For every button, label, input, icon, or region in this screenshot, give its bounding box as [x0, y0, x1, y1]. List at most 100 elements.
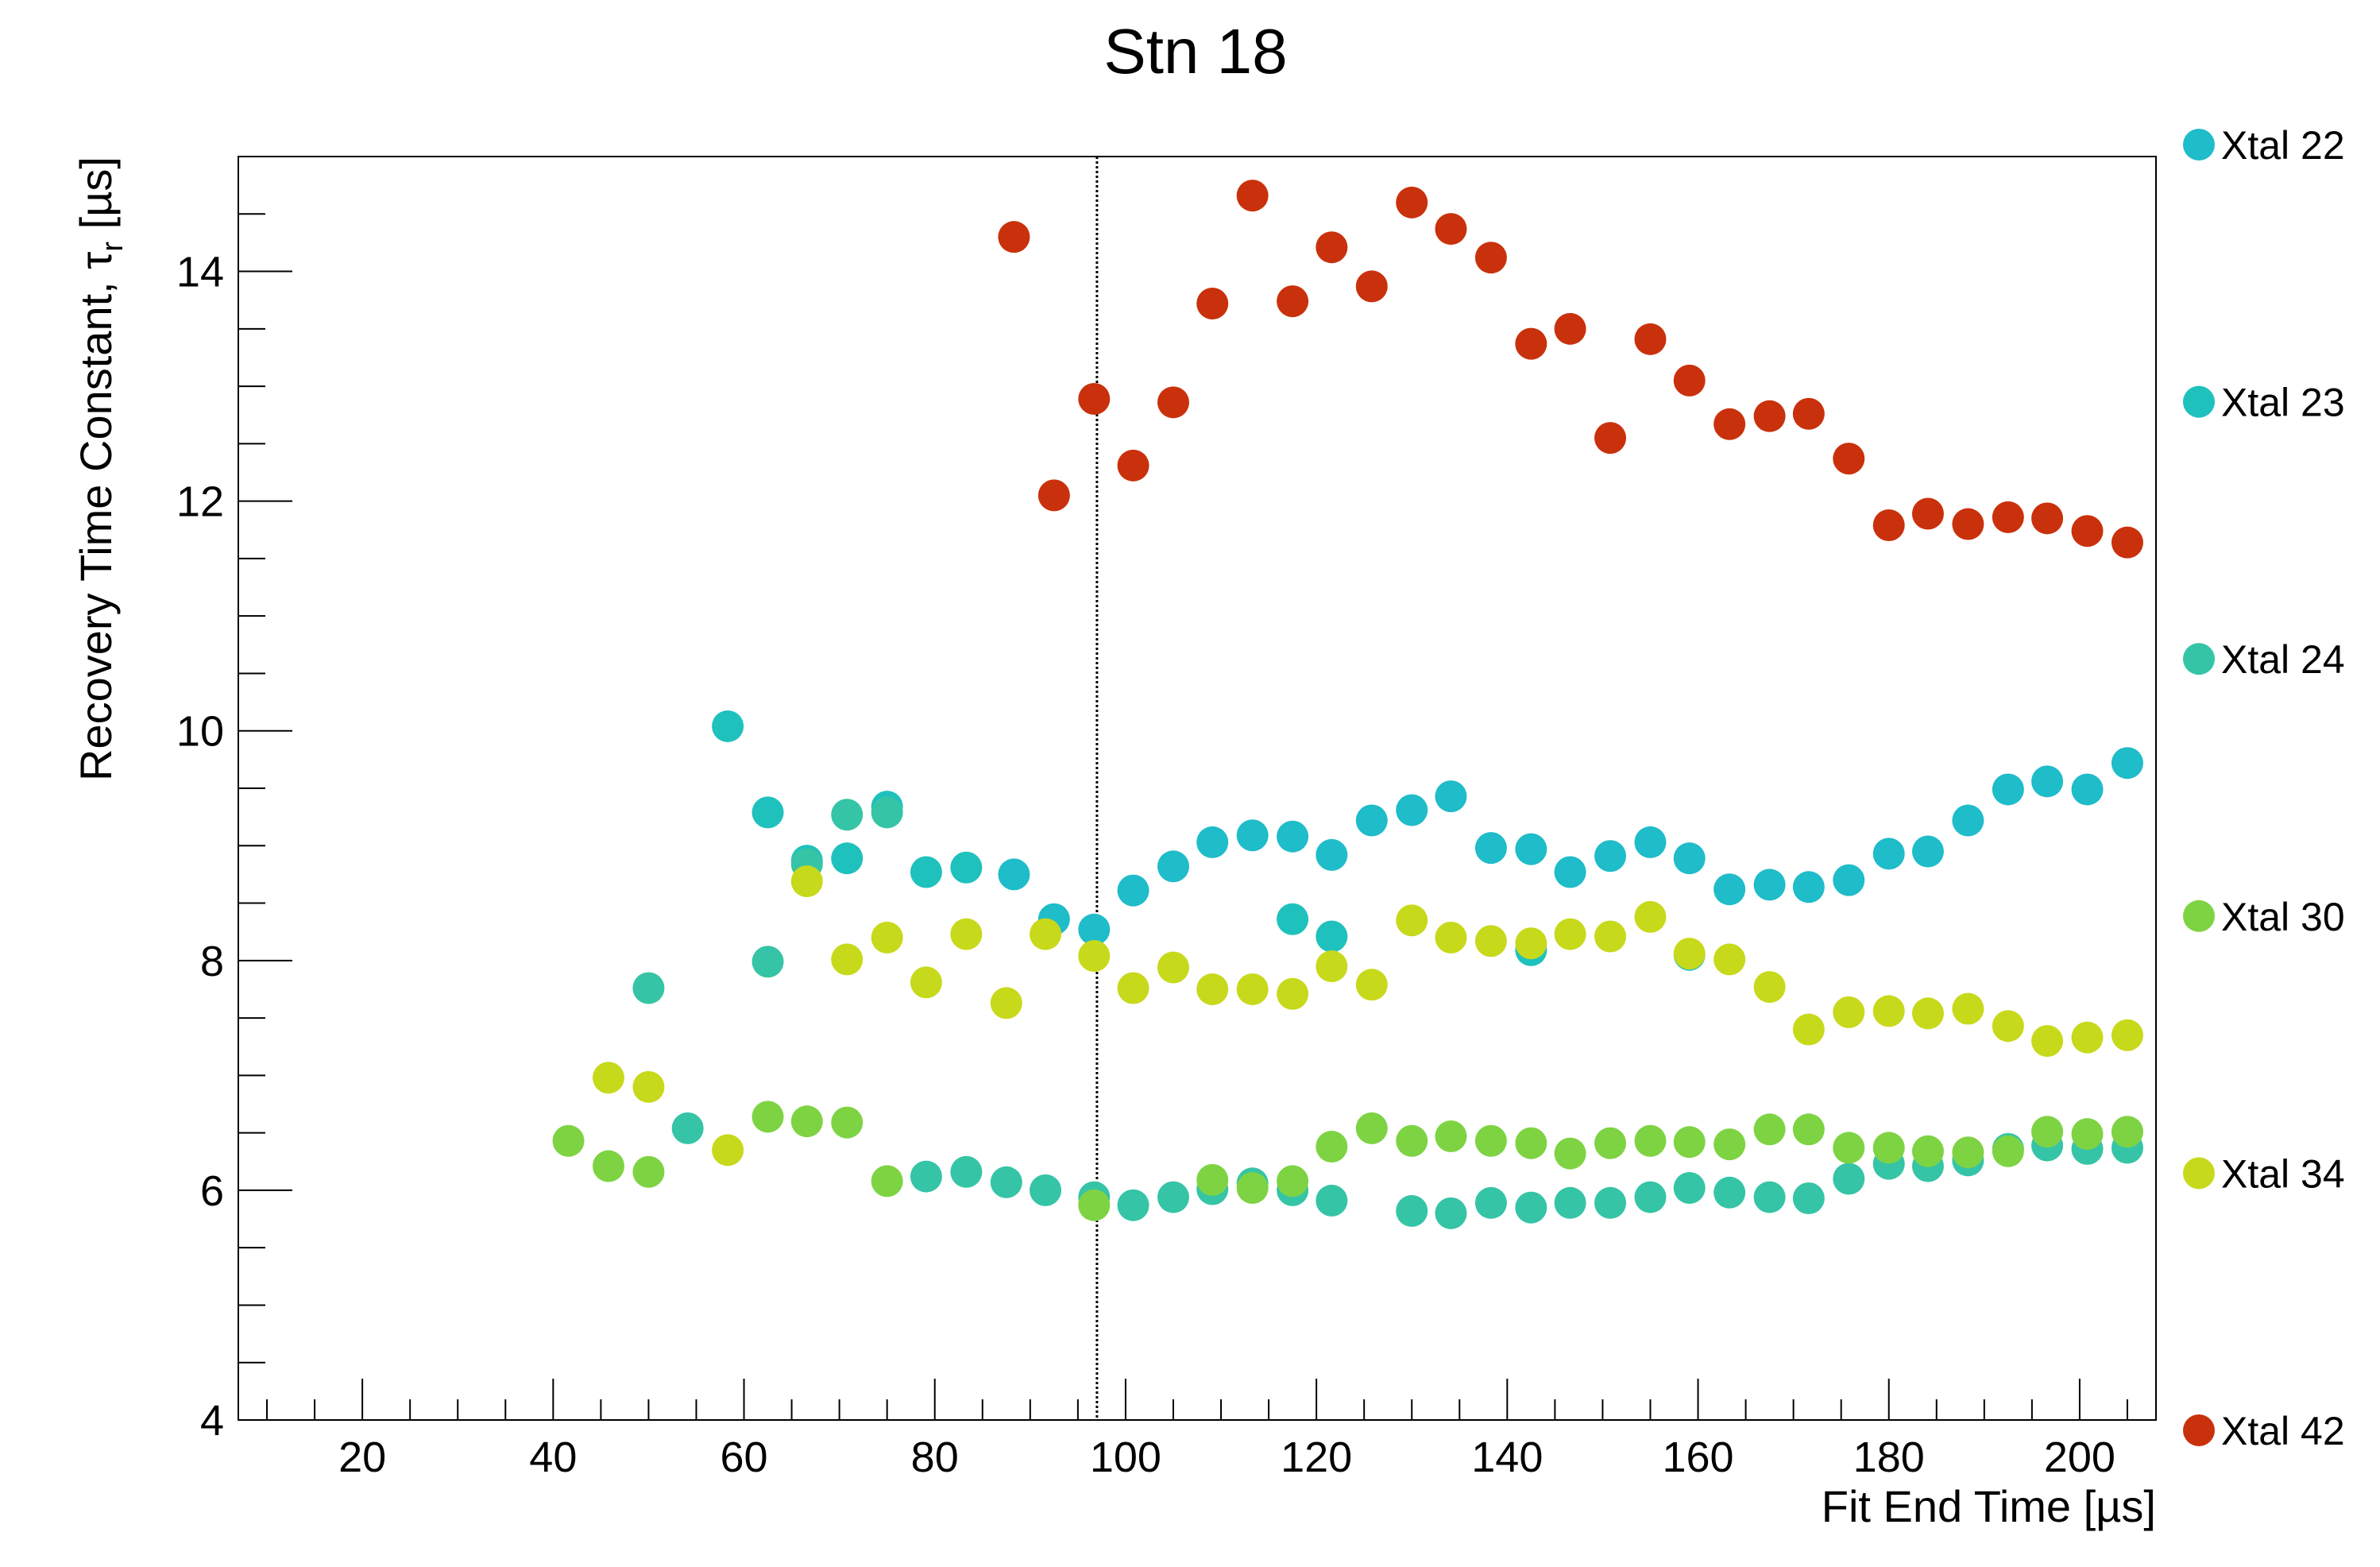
y-axis-title: Recovery Time Constant, τr [µs] [71, 157, 129, 781]
data-point [1117, 449, 1149, 482]
x-axis-title: Fit End Time [µs] [1822, 1481, 2156, 1531]
x-tick-label: 60 [720, 1434, 767, 1481]
data-point [712, 710, 744, 742]
legend-item: Xtal 34 [2183, 1151, 2345, 1196]
data-point [1952, 1136, 1984, 1169]
data-point [998, 858, 1030, 891]
plot-frame [238, 156, 2157, 1421]
data-point [1992, 1135, 2024, 1167]
data-point [1992, 1010, 2024, 1043]
data-point [871, 1165, 903, 1197]
data-point [950, 918, 983, 950]
legend-label: Xtal 30 [2221, 895, 2345, 939]
data-point [632, 1070, 665, 1103]
data-point [1435, 1120, 1467, 1152]
data-point [1911, 1135, 1944, 1167]
x-tick-label: 160 [1662, 1434, 1733, 1481]
data-point [1554, 1186, 1586, 1219]
x-tick-label: 180 [1853, 1434, 1925, 1481]
data-point [1435, 780, 1467, 813]
data-point [1634, 323, 1667, 355]
data-point [2111, 526, 2143, 559]
data-point [2111, 747, 2143, 780]
data-point [1714, 1176, 1746, 1209]
data-point [1634, 1181, 1667, 1213]
data-point [1833, 1163, 1865, 1195]
x-tick-label: 120 [1281, 1434, 1352, 1481]
data-point [1435, 1197, 1467, 1229]
data-point [1515, 927, 1547, 960]
data-point [671, 1112, 704, 1144]
data-point [2111, 1019, 2143, 1051]
data-point [1316, 838, 1348, 871]
data-point [1714, 873, 1746, 906]
legend: Xtal 22 Xtal 23 Xtal 24 Xtal 30 Xtal 34 Xtal … [2183, 123, 2345, 1453]
data-point [1355, 1112, 1388, 1144]
data-point [1872, 1132, 1905, 1164]
chart-title: Stn 18 [1103, 16, 1287, 87]
data-point [1554, 312, 1586, 345]
data-point [1911, 997, 1944, 1030]
data-point [1396, 186, 1428, 219]
data-point [1316, 231, 1348, 264]
data-point [1515, 1127, 1547, 1159]
series-3 [552, 1101, 2143, 1221]
data-point [1316, 1184, 1348, 1217]
data-point [1714, 1128, 1746, 1161]
data-point [1277, 1165, 1309, 1197]
data-point [1833, 1132, 1865, 1164]
legend-item: Xtal 23 [2183, 381, 2345, 425]
data-point [910, 856, 942, 888]
data-point [1833, 864, 1865, 896]
data-point [871, 796, 903, 829]
data-point [1792, 397, 1825, 430]
data-point [1078, 382, 1111, 415]
data-point [1792, 1113, 1825, 1146]
data-point [552, 1124, 585, 1157]
data-point [990, 987, 1022, 1020]
data-point [1515, 1191, 1547, 1224]
legend-marker [2183, 643, 2215, 675]
data-point [1196, 973, 1229, 1005]
data-point [1673, 842, 1706, 875]
data-point [831, 943, 864, 976]
data-point [910, 966, 942, 999]
y-tick-label: 10 [176, 708, 224, 756]
data-point [1037, 479, 1070, 512]
data-point [1952, 804, 1984, 837]
data-point [1673, 1126, 1706, 1159]
data-point [2031, 765, 2064, 798]
data-point [1554, 1137, 1586, 1170]
data-point [1157, 386, 1189, 419]
data-point [2111, 1116, 2143, 1148]
legend-item: Xtal 22 [2183, 123, 2345, 168]
data-point [831, 799, 864, 831]
data-point [950, 851, 983, 884]
data-point [1673, 364, 1706, 397]
y-tick-label: 8 [200, 938, 224, 985]
data-point [1474, 1124, 1507, 1157]
data-point [1396, 1124, 1428, 1157]
data-point [1316, 950, 1348, 983]
data-point [1316, 1130, 1348, 1163]
data-point [1355, 969, 1388, 1001]
data-point [1594, 840, 1627, 872]
data-point [1117, 972, 1149, 1004]
data-point [1714, 408, 1746, 440]
data-point [1117, 1189, 1149, 1221]
data-point [1474, 832, 1507, 865]
y-axis-title-unit: [µs] [71, 157, 121, 242]
data-point [1952, 508, 1984, 540]
data-point [871, 921, 903, 954]
ticks-layer: 20 40 60 80 100 120 140 160 180 200 4 6 8 10 12 14 [176, 156, 2128, 1481]
data-point [1833, 996, 1865, 1028]
data-point [1673, 938, 1706, 970]
legend-marker [2183, 1157, 2215, 1190]
data-point [2031, 1116, 2064, 1148]
data-point [1030, 1174, 1062, 1206]
data-point [1474, 925, 1507, 958]
data-point [1911, 497, 1944, 530]
x-tick-label: 100 [1090, 1434, 1161, 1481]
legend-label: Xtal 24 [2221, 637, 2345, 682]
data-point [751, 796, 784, 829]
